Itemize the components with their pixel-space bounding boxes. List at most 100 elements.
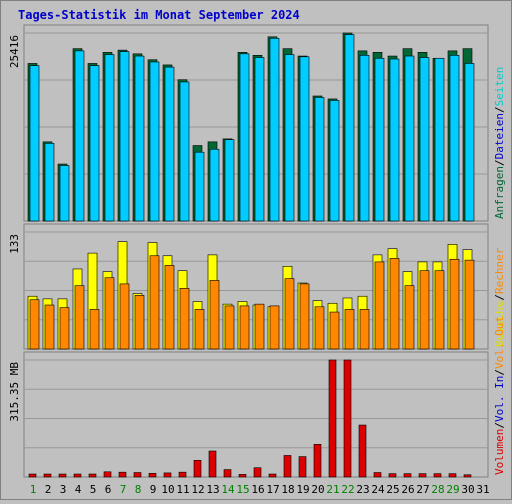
x-tick-label: 3 xyxy=(60,483,67,496)
requests-bar-dateien xyxy=(449,55,460,222)
requests-bar-dateien xyxy=(314,97,325,222)
volume-bar xyxy=(88,473,97,478)
volume-legend-entry: Vol. Out xyxy=(493,316,506,369)
x-tick-label: 2 xyxy=(45,483,52,496)
visits-bar-rechner xyxy=(164,265,175,350)
volume-legend-entry: Volumen xyxy=(493,429,506,475)
x-tick-label: 13 xyxy=(206,483,219,496)
visits-bar-rechner xyxy=(239,305,250,350)
volume-bar xyxy=(433,473,442,478)
volume-bar xyxy=(328,359,337,478)
x-tick-label: 23 xyxy=(356,483,369,496)
volume-bar xyxy=(103,471,112,478)
volume-bar xyxy=(58,473,67,478)
volume-panel xyxy=(23,351,489,478)
requests-bar-dateien xyxy=(269,37,280,222)
visits-bar-rechner xyxy=(149,255,160,350)
x-tick-label: 11 xyxy=(176,483,189,496)
volume-legend-entry: / xyxy=(493,422,506,429)
visits-bar-rechner xyxy=(449,258,460,350)
x-tick-label: 12 xyxy=(191,483,204,496)
visits-legend-entry: Besuche xyxy=(493,301,506,347)
requests-bar-dateien xyxy=(29,65,40,222)
visits-bar-rechner xyxy=(374,261,385,350)
requests-legend-entry: / xyxy=(493,106,506,113)
volume-bar xyxy=(43,473,52,478)
x-tick-label: 17 xyxy=(266,483,279,496)
requests-bar-dateien xyxy=(239,53,250,222)
requests-bar-dateien xyxy=(89,65,100,222)
volume-bar xyxy=(373,472,382,478)
visits-ymax-label: 133 xyxy=(8,234,21,254)
requests-bar-dateien xyxy=(209,148,220,222)
x-tick-label: 25 xyxy=(386,483,399,496)
visits-bar-rechner xyxy=(284,278,295,350)
requests-bar-dateien xyxy=(404,55,415,222)
volume-bar xyxy=(358,424,367,478)
requests-legend-entry: / xyxy=(493,159,506,166)
volume-bar xyxy=(388,473,397,478)
visits-bar-rechner xyxy=(389,258,400,350)
x-tick-label: 27 xyxy=(416,483,429,496)
requests-legend-entry: Dateien xyxy=(493,113,506,159)
visits-bar-rechner xyxy=(299,283,310,350)
visits-bar-rechner xyxy=(344,309,355,350)
volume-bar xyxy=(223,469,232,478)
requests-bar-dateien xyxy=(224,139,235,222)
visits-bar-rechner xyxy=(434,270,445,350)
x-tick-label: 24 xyxy=(371,483,385,496)
x-tick-label: 30 xyxy=(461,483,474,496)
visits-legend-entry: Rechner xyxy=(493,247,506,294)
requests-bar-dateien xyxy=(419,57,430,222)
requests-bar-dateien xyxy=(74,50,85,222)
requests-legend: Anfragen/Dateien/Seiten xyxy=(493,67,506,219)
x-tick-label: 28 xyxy=(431,483,444,496)
volume-bar xyxy=(238,474,247,478)
volume-bar xyxy=(463,474,472,478)
volume-legend: Volumen/Vol. In/Vol. Out xyxy=(493,316,506,475)
x-tick-label: 10 xyxy=(161,483,174,496)
volume-bar xyxy=(148,472,157,478)
requests-bar-dateien xyxy=(344,34,355,222)
visits-bar-rechner xyxy=(179,288,190,350)
requests-bar-dateien xyxy=(359,55,370,222)
x-tick-label: 22 xyxy=(341,483,354,496)
volume-bar xyxy=(313,444,322,478)
visits-legend: Besuche/Rechner xyxy=(493,247,506,347)
volume-bar xyxy=(343,359,352,478)
visits-bar-rechner xyxy=(359,309,370,350)
volume-legend-entry: Vol. In xyxy=(493,376,506,422)
x-tick-label: 19 xyxy=(296,483,309,496)
volume-bar xyxy=(283,455,292,478)
visits-legend-entry: / xyxy=(493,294,506,301)
volume-bar xyxy=(403,473,412,478)
volume-bar xyxy=(178,471,187,478)
x-tick-label: 29 xyxy=(446,483,459,496)
x-tick-label: 14 xyxy=(221,483,235,496)
requests-bar-dateien xyxy=(194,151,205,222)
requests-bar-dateien xyxy=(164,66,175,222)
x-tick-label: 9 xyxy=(150,483,157,496)
volume-legend-entry: / xyxy=(493,369,506,376)
x-tick-label: 4 xyxy=(75,483,82,496)
requests-bar-dateien xyxy=(134,55,145,222)
volume-bar xyxy=(73,473,82,478)
x-tick-label: 8 xyxy=(135,483,142,496)
volume-bar xyxy=(418,473,427,478)
visits-bar-rechner xyxy=(119,283,130,350)
volume-bar xyxy=(253,467,262,478)
visits-bar-rechner xyxy=(464,259,475,350)
visits-bar-rechner xyxy=(104,277,115,350)
x-tick-label: 7 xyxy=(120,483,127,496)
requests-bar-dateien xyxy=(104,54,115,222)
x-tick-label: 5 xyxy=(90,483,97,496)
requests-bar-dateien xyxy=(434,57,445,222)
x-tick-label: 1 xyxy=(30,483,37,496)
requests-ymax-label: 25416 xyxy=(8,35,21,68)
volume-bar xyxy=(193,460,202,478)
volume-bar xyxy=(268,473,277,478)
volume-bar xyxy=(28,473,37,478)
chart-title: Tages-Statistik im Monat September 2024 xyxy=(18,8,300,22)
x-tick-label: 15 xyxy=(236,483,249,496)
